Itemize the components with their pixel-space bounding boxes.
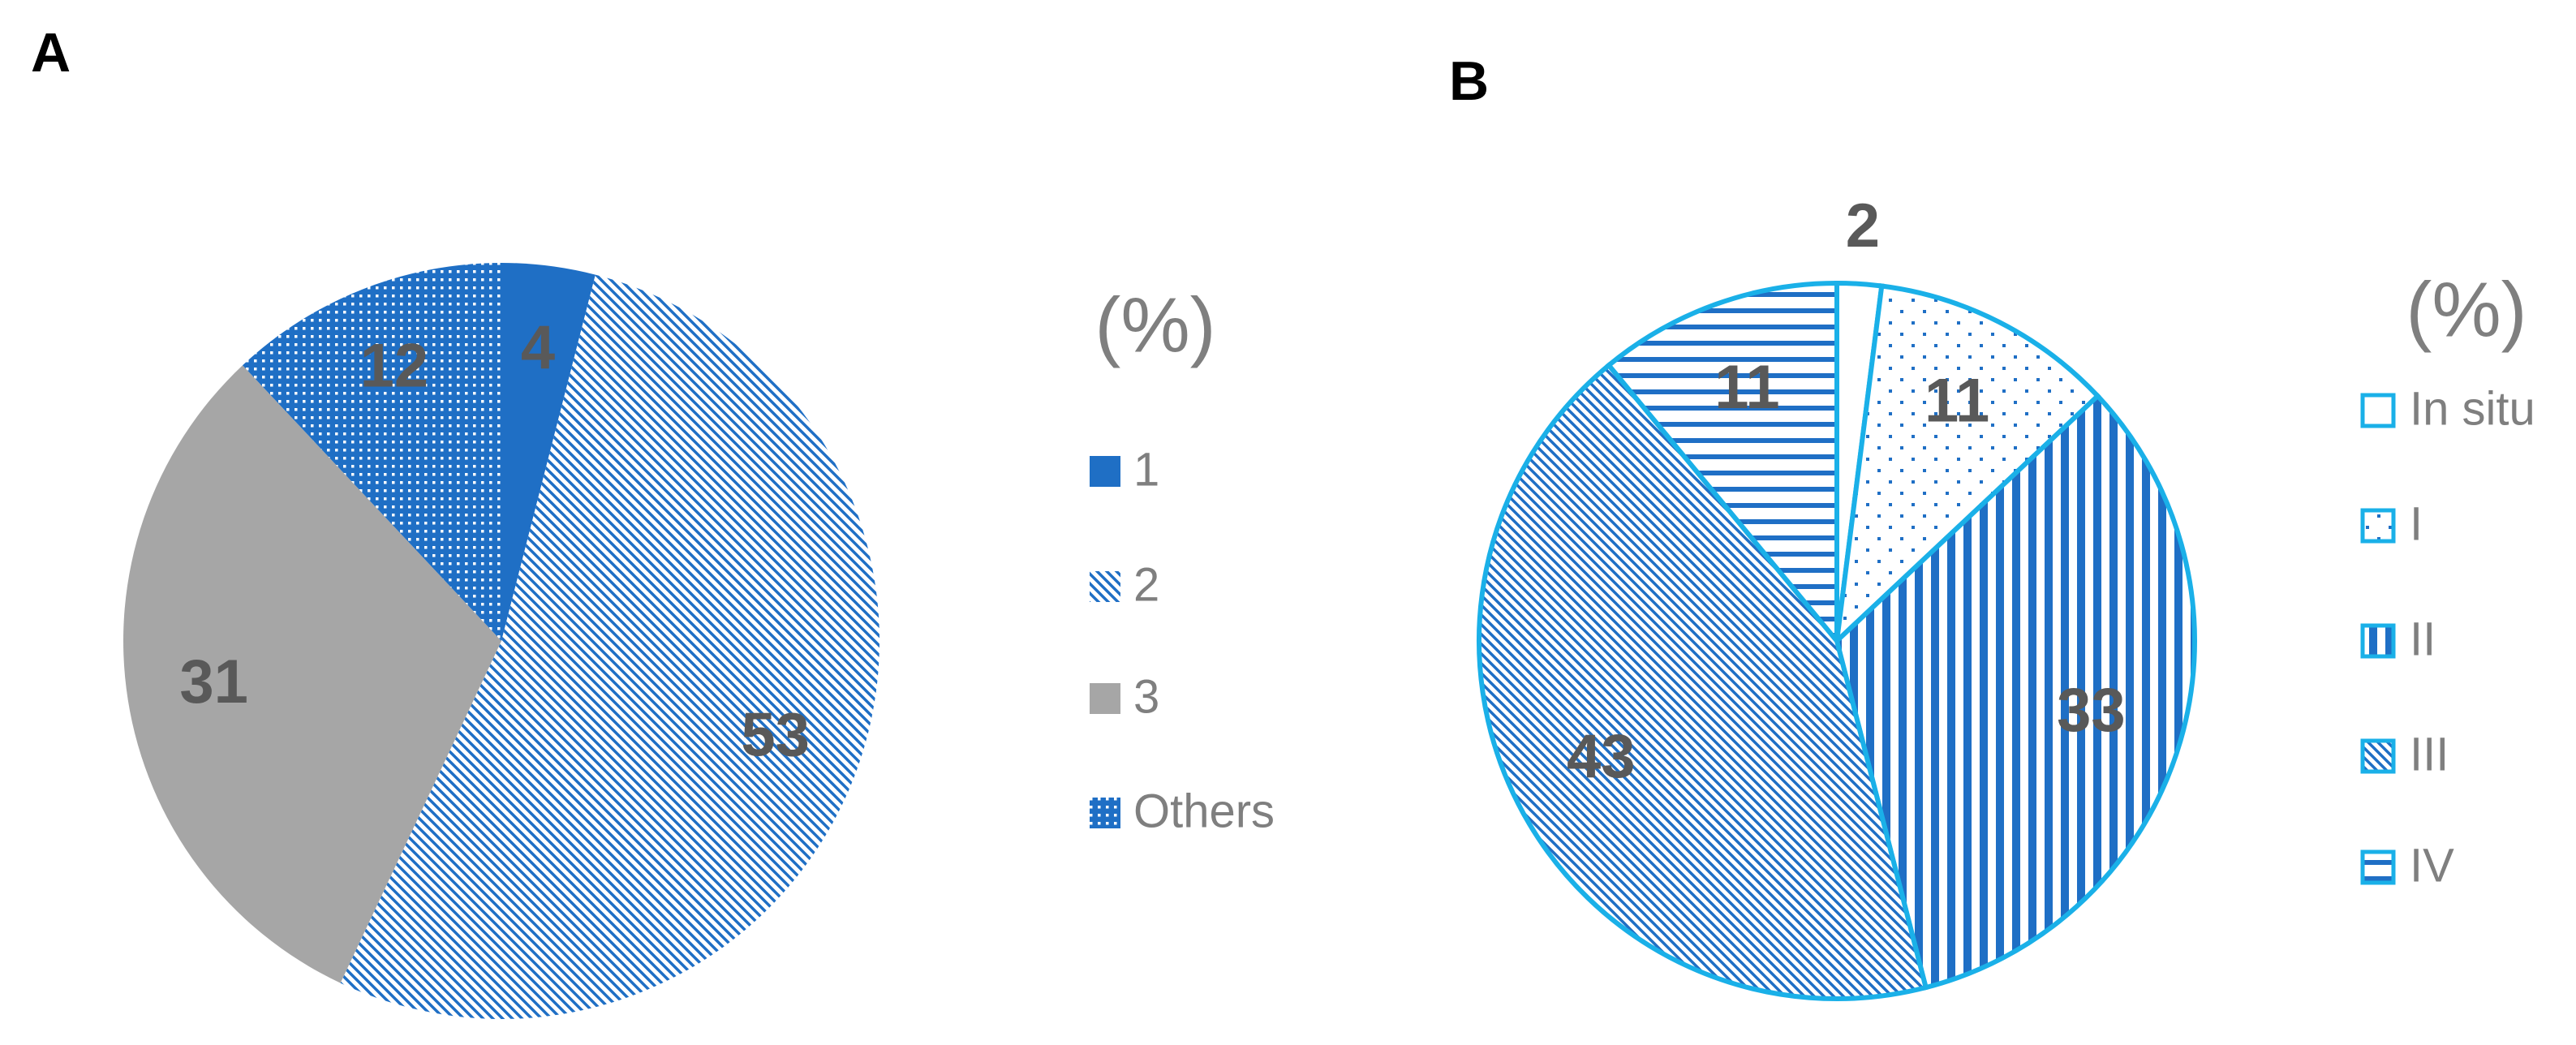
value-label: 33 — [2057, 676, 2126, 745]
legend-swatch — [1090, 571, 1120, 602]
panel-label: A — [31, 22, 71, 84]
legend-swatch — [2360, 623, 2396, 659]
legend-label: In situ — [2410, 382, 2535, 435]
value-label: 53 — [741, 701, 810, 770]
value-label: 11 — [1714, 353, 1779, 422]
value-label: 31 — [179, 647, 248, 716]
legend-title: (%) — [1094, 282, 1215, 368]
legend-label: III — [2410, 728, 2449, 781]
legend-swatch — [1090, 456, 1120, 487]
value-label: 2 — [1846, 191, 1880, 260]
legend-label: I — [2410, 497, 2423, 550]
panel-label: B — [1449, 50, 1489, 112]
legend-label: II — [2410, 613, 2436, 665]
pie-slice — [1834, 392, 2197, 991]
legend-label: 3 — [1133, 670, 1159, 723]
pie-slice — [501, 263, 596, 641]
legend-swatch — [2360, 738, 2396, 774]
pie-slice — [340, 274, 879, 1019]
legend-swatch — [2360, 849, 2396, 885]
legend-label: IV — [2410, 839, 2454, 892]
legend-label: 2 — [1133, 558, 1159, 611]
value-label: 43 — [1567, 722, 1636, 791]
legend-swatch — [2360, 508, 2396, 544]
pie-slice — [123, 365, 501, 983]
legend-swatch — [2360, 393, 2396, 428]
pie-slice — [1477, 361, 1929, 1001]
pie-slice — [243, 263, 501, 641]
pie-slice — [1605, 280, 1839, 648]
legend-swatch — [1090, 798, 1120, 828]
legend-title: (%) — [2406, 266, 2527, 353]
pie-slice — [1833, 283, 2101, 647]
value-label: 12 — [360, 331, 429, 400]
legend-label: Others — [1133, 785, 1275, 837]
legend-swatch — [1090, 683, 1120, 714]
value-label: 11 — [1924, 366, 1989, 435]
legend-label: 1 — [1133, 443, 1159, 496]
value-label: 4 — [521, 313, 555, 382]
